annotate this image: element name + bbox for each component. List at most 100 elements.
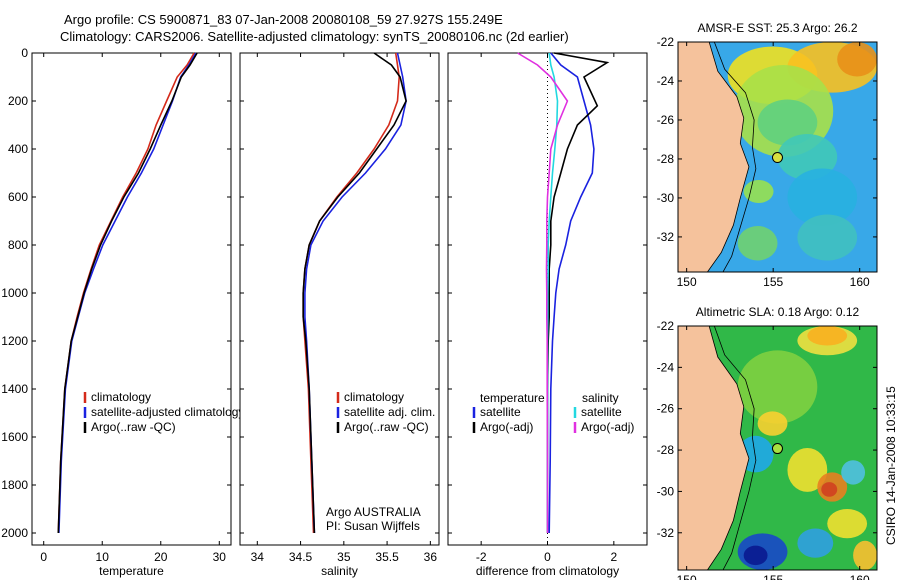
field-blob: [757, 411, 788, 436]
field-blob: [743, 545, 768, 566]
argo-float-marker: [771, 443, 783, 455]
y-tick-label: -32: [657, 526, 675, 540]
field-blob: [827, 509, 868, 539]
field-blob: [821, 482, 838, 497]
legend-entry: satellite-adjusted climatology: [91, 405, 244, 419]
legend-entry: climatology: [91, 390, 151, 404]
x-tick-label: 20: [154, 550, 168, 564]
series-line-3: [57, 52, 198, 534]
annotation-text: PI: Susan Wijffels: [326, 519, 420, 533]
argo-float-marker: [771, 152, 783, 164]
profile-panel-1: 0 200 400 600 800 1000 1200 1400 1600 1800 2000 0 10…: [1, 46, 244, 578]
x-tick-label: 150: [677, 275, 697, 289]
field-blob: [807, 326, 848, 346]
field-blob: [787, 448, 828, 492]
legend-entry: Argo(-adj): [480, 420, 533, 434]
x-tick-label: 160: [850, 573, 870, 580]
y-tick-label: -26: [657, 402, 675, 416]
y-tick-label: -28: [657, 152, 675, 166]
map-frame: [677, 325, 878, 571]
map-title: AMSR-E SST: 25.3 Argo: 26.2: [697, 21, 857, 35]
y-tick-label: 400: [8, 142, 28, 156]
x-tick-label: 2: [610, 550, 617, 564]
x-tick-label: 35: [337, 550, 351, 564]
y-tick-label: 1400: [1, 382, 28, 396]
y-tick-label: 1800: [1, 478, 28, 492]
x-tick-label: 35.5: [375, 550, 399, 564]
field-blob: [853, 540, 877, 570]
field-blob: [841, 460, 866, 485]
y-tick-label: -26: [657, 113, 675, 127]
x-tick-label: 10: [96, 550, 110, 564]
panel-frame: [239, 52, 440, 546]
y-tick-label: -30: [657, 484, 675, 498]
field-blob: [837, 42, 877, 77]
shelf-contour: [713, 326, 757, 570]
profile-panel-2: 34 34.5 35 35.5 36 salinity climatologysatelli…: [239, 52, 440, 578]
field-blob: [787, 168, 858, 226]
x-axis-label: temperature: [99, 564, 164, 578]
land-mass: [678, 42, 750, 272]
y-tick-label: 200: [8, 94, 28, 108]
legend-heading: temperature: [480, 391, 545, 405]
land-mass: [678, 326, 750, 570]
field-blob: [797, 214, 858, 261]
field-blob: [743, 180, 774, 203]
y-tick-label: 0: [21, 46, 28, 60]
y-tick-label: -22: [657, 319, 675, 333]
y-tick-label: -24: [657, 360, 675, 374]
series-line-3: [302, 52, 407, 534]
legend-entry: Argo(..raw -QC): [344, 420, 429, 434]
y-tick-label: -28: [657, 443, 675, 457]
y-tick-label: -32: [657, 230, 675, 244]
series-line-4: [517, 52, 569, 533]
x-tick-label: -2: [476, 550, 487, 564]
map-panel-2: -22 -24 -26 -28 -30 -32 150 155 160 Altimetric SL…: [657, 305, 878, 580]
series-line-1: [548, 52, 595, 534]
y-tick-label: 800: [8, 238, 28, 252]
annotation-text: Argo AUSTRALIA: [326, 505, 421, 519]
x-tick-label: 160: [850, 275, 870, 289]
x-tick-label: 30: [213, 550, 227, 564]
legend-entry: Argo(-adj): [581, 420, 634, 434]
x-tick-label: 155: [763, 573, 783, 580]
y-tick-label: -24: [657, 74, 675, 88]
x-tick-label: 34.5: [289, 550, 313, 564]
y-tick-label: 1000: [1, 286, 28, 300]
x-tick-label: 0: [40, 550, 47, 564]
legend-heading: salinity: [582, 391, 619, 405]
y-tick-label: 600: [8, 190, 28, 204]
y-tick-label: 1200: [1, 334, 28, 348]
legend-entry: climatology: [344, 390, 404, 404]
field-blob: [737, 350, 818, 424]
x-tick-label: 155: [763, 275, 783, 289]
legend-entry: satellite: [581, 405, 622, 419]
figure-title-line-2: Climatology: CARS2006. Satellite-adjuste…: [60, 29, 569, 44]
field-blob: [757, 99, 818, 146]
map-panel-1: -22 -24 -26 -28 -30 -32 150 155 160 AMSR-E SST: 2…: [657, 21, 878, 289]
x-tick-label: 34: [251, 550, 265, 564]
x-axis-label: salinity: [321, 564, 358, 578]
y-tick-label: -30: [657, 191, 675, 205]
map-field: [678, 326, 877, 570]
legend-entry: satellite: [480, 405, 521, 419]
legend-entry: Argo(..raw -QC): [91, 420, 176, 434]
map-frame: [677, 41, 878, 273]
field-blob: [797, 528, 834, 558]
y-tick-label: 1600: [1, 430, 28, 444]
legend-entry: satellite adj. clim.: [344, 405, 435, 419]
y-tick-label: -22: [657, 35, 675, 49]
figure-title-line-1: Argo profile: CS 5900871_83 07-Jan-2008 …: [64, 12, 503, 27]
panel-frame: [31, 52, 232, 546]
x-tick-label: 0: [544, 550, 551, 564]
map-title: Altimetric SLA: 0.18 Argo: 0.12: [696, 305, 860, 319]
field-blob: [737, 226, 778, 261]
x-axis-label: difference from climatology: [476, 564, 619, 578]
y-tick-label: 2000: [1, 526, 28, 540]
map-field: [678, 42, 877, 272]
x-tick-label: 36: [424, 550, 438, 564]
x-tick-label: 150: [677, 573, 697, 580]
shelf-contour: [713, 42, 757, 272]
